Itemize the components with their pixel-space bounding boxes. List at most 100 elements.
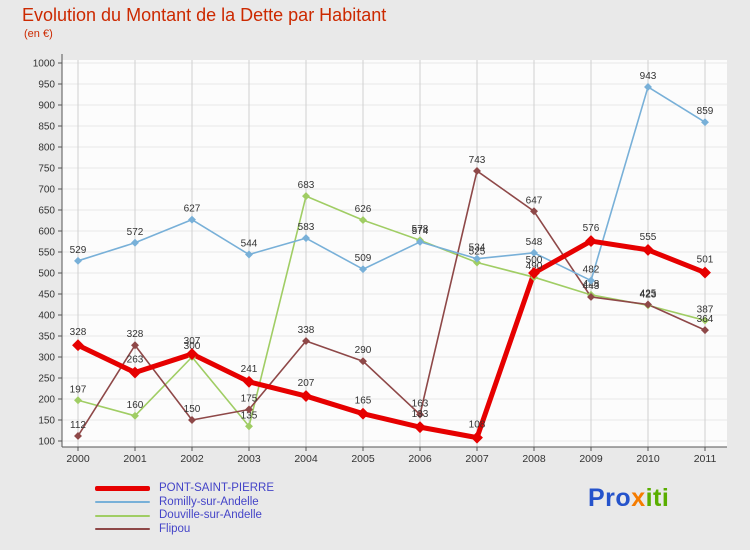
svg-text:450: 450 (38, 290, 55, 301)
svg-text:900: 900 (38, 101, 55, 112)
svg-text:525: 525 (469, 247, 486, 258)
svg-text:583: 583 (298, 222, 315, 233)
svg-text:1000: 1000 (33, 59, 56, 70)
svg-text:197: 197 (70, 384, 87, 395)
svg-text:250: 250 (38, 374, 55, 385)
svg-text:175: 175 (241, 394, 258, 405)
svg-text:2005: 2005 (351, 453, 375, 465)
svg-text:578: 578 (412, 224, 429, 235)
legend-item-douville-sur-andelle: Douville-sur-Andelle (95, 509, 274, 523)
svg-text:555: 555 (640, 232, 657, 243)
svg-text:548: 548 (526, 237, 543, 248)
svg-text:627: 627 (184, 204, 201, 215)
legend-label-romilly-sur-andelle: Romilly-sur-Andelle (159, 495, 259, 508)
svg-text:2000: 2000 (66, 453, 90, 465)
svg-text:300: 300 (184, 341, 201, 352)
chart-title: Evolution du Montant de la Dette par Hab… (22, 5, 387, 25)
svg-text:500: 500 (526, 255, 543, 266)
svg-text:574: 574 (412, 226, 429, 237)
svg-text:2003: 2003 (237, 453, 261, 465)
svg-text:387: 387 (697, 304, 714, 315)
svg-text:650: 650 (38, 206, 55, 217)
legend-swatch-romilly-sur-andelle (95, 501, 150, 504)
logo-part-x: x (631, 484, 646, 512)
svg-text:200: 200 (38, 395, 55, 406)
svg-text:2001: 2001 (123, 453, 147, 465)
legend-label-douville-sur-andelle: Douville-sur-Andelle (159, 509, 262, 521)
svg-text:160: 160 (127, 400, 144, 411)
svg-text:207: 207 (298, 378, 315, 389)
svg-text:647: 647 (526, 195, 543, 206)
svg-text:500: 500 (38, 269, 55, 280)
svg-text:750: 750 (38, 164, 55, 175)
legend-swatch-pont-saint-pierre (95, 486, 150, 492)
svg-text:400: 400 (38, 311, 55, 322)
svg-text:328: 328 (70, 327, 87, 338)
svg-text:2009: 2009 (579, 453, 603, 465)
svg-text:859: 859 (697, 106, 714, 117)
svg-text:576: 576 (583, 223, 600, 234)
line-chart: 2000 2001 2002 2003 2004 2005 2006 2007 2008 2009… (33, 54, 727, 465)
svg-text:241: 241 (241, 364, 258, 375)
svg-text:2011: 2011 (694, 453, 717, 465)
legend-swatch-flipou (95, 528, 150, 531)
svg-text:800: 800 (38, 143, 55, 154)
legend: PONT-SAINT-PIERRE Romilly-sur-Andelle Do… (95, 482, 274, 536)
svg-text:2007: 2007 (465, 453, 489, 465)
svg-text:338: 338 (298, 325, 315, 336)
svg-text:2004: 2004 (294, 453, 318, 465)
svg-text:600: 600 (38, 227, 55, 238)
svg-text:501: 501 (697, 255, 714, 266)
legend-item-flipou: Flipou (95, 523, 274, 537)
legend-label-pont-saint-pierre: PONT-SAINT-PIERRE (159, 482, 275, 494)
svg-text:163: 163 (412, 399, 429, 410)
svg-text:165: 165 (355, 396, 372, 407)
legend-item-romilly-sur-andelle: Romilly-sur-Andelle (95, 496, 274, 510)
logo-part-pro: Pro (588, 484, 632, 512)
svg-text:150: 150 (38, 416, 55, 427)
svg-text:683: 683 (298, 180, 315, 191)
svg-text:2006: 2006 (408, 453, 432, 465)
svg-text:943: 943 (640, 71, 657, 82)
svg-text:2002: 2002 (180, 453, 204, 465)
svg-text:364: 364 (697, 314, 714, 325)
svg-text:490: 490 (526, 261, 543, 272)
svg-text:2010: 2010 (636, 453, 660, 465)
svg-text:135: 135 (241, 410, 258, 421)
logo-part-iti: iti (645, 484, 670, 512)
svg-text:112: 112 (70, 420, 86, 431)
svg-text:743: 743 (469, 155, 486, 166)
svg-text:307: 307 (184, 336, 201, 347)
svg-text:534: 534 (469, 243, 486, 254)
svg-text:482: 482 (583, 265, 600, 276)
svg-text:425: 425 (640, 289, 657, 300)
svg-text:544: 544 (241, 239, 258, 250)
svg-text:423: 423 (640, 289, 657, 300)
legend-item-pont-saint-pierre: PONT-SAINT-PIERRE (95, 482, 274, 496)
svg-text:263: 263 (127, 355, 144, 366)
svg-text:2008: 2008 (522, 453, 546, 465)
svg-text:443: 443 (583, 281, 600, 292)
svg-text:100: 100 (38, 437, 55, 448)
svg-text:150: 150 (184, 404, 201, 415)
legend-label-flipou: Flipou (159, 522, 191, 535)
svg-text:572: 572 (127, 227, 144, 238)
svg-text:850: 850 (38, 122, 55, 133)
svg-text:550: 550 (38, 248, 55, 259)
svg-text:448: 448 (583, 279, 600, 290)
svg-text:108: 108 (469, 420, 486, 431)
svg-text:328: 328 (127, 329, 144, 340)
svg-text:350: 350 (38, 332, 55, 343)
svg-text:133: 133 (412, 409, 429, 420)
proxiti-logo: Proxiti (588, 484, 669, 513)
svg-text:950: 950 (38, 80, 55, 91)
svg-text:300: 300 (38, 353, 55, 364)
legend-swatch-douville-sur-andelle (95, 514, 150, 517)
svg-text:290: 290 (355, 345, 372, 356)
svg-text:626: 626 (355, 204, 372, 215)
svg-text:509: 509 (355, 253, 372, 264)
svg-text:529: 529 (70, 245, 87, 256)
svg-text:700: 700 (38, 185, 55, 196)
chart-subtitle: (en €) (24, 28, 53, 40)
